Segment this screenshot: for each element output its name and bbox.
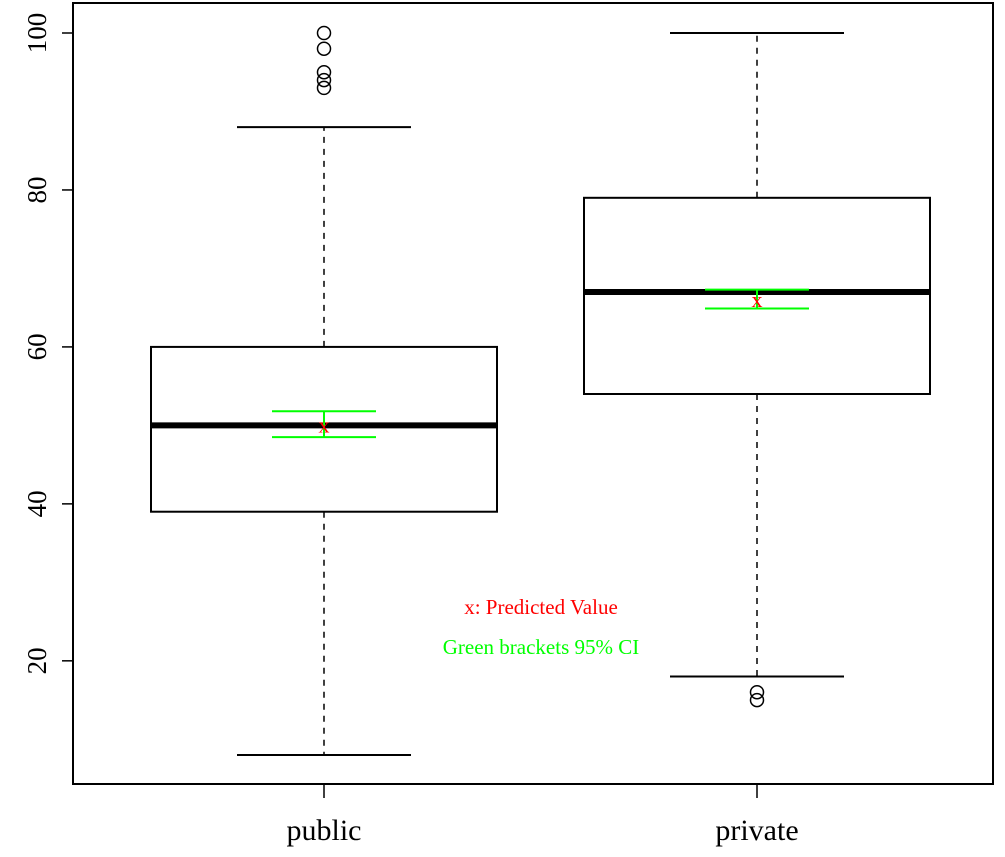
y-tick-label-60: 60 bbox=[22, 333, 52, 360]
y-tick-label-80: 80 bbox=[22, 176, 52, 203]
x-tick-label-private: private bbox=[715, 814, 798, 847]
y-tick-label-40: 40 bbox=[22, 490, 52, 517]
outlier-public-4 bbox=[316, 25, 332, 41]
y-tick-label-20: 20 bbox=[22, 647, 52, 674]
outlier-public-0 bbox=[316, 80, 332, 96]
plot-frame bbox=[72, 2, 994, 785]
y-axis: 20 40 60 80 100 bbox=[22, 13, 73, 674]
annotation-predicted-value: x: Predicted Value bbox=[464, 595, 618, 619]
predicted-marker-private: x bbox=[752, 287, 763, 312]
outlier-private-1 bbox=[749, 684, 765, 700]
y-tick-label-100: 100 bbox=[22, 13, 52, 54]
predicted-marker-public: x bbox=[319, 412, 330, 437]
annotations: x: Predicted Value Green brackets 95% CI bbox=[443, 595, 640, 659]
annotation-confidence-interval: Green brackets 95% CI bbox=[443, 635, 640, 659]
outlier-public-3 bbox=[316, 41, 332, 56]
boxes: xx bbox=[150, 25, 931, 756]
outlier-public-1 bbox=[316, 72, 332, 88]
box-private: x bbox=[583, 32, 931, 708]
box-public: x bbox=[150, 25, 498, 756]
x-axis: public private bbox=[287, 784, 799, 847]
x-tick-label-public: public bbox=[287, 814, 362, 847]
outlier-private-0 bbox=[749, 692, 765, 708]
outlier-public-2 bbox=[316, 64, 332, 80]
